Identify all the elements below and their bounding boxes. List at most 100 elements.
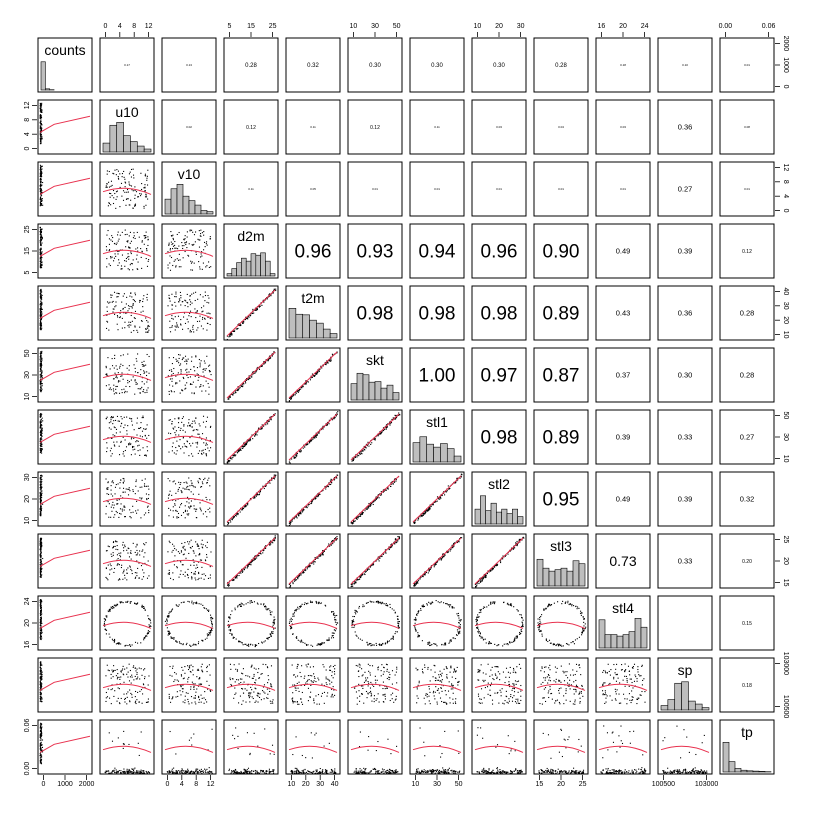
scatter-point [147,322,148,323]
panel-v10-stl3: 0.01 [534,162,588,216]
scatter-point [168,267,169,268]
histogram-bar [303,315,310,338]
scatter-point [174,503,175,504]
scatter-point [189,601,190,602]
scatter-point [113,572,114,573]
scatter-point [40,480,41,481]
scatter-point [181,551,182,552]
panel-frame [100,596,154,650]
scatter-point [147,424,148,425]
scatter-point [497,564,498,565]
scatter-point [40,427,41,428]
scatter-point [167,251,168,252]
scatter-point [148,498,149,499]
scatter-point [209,313,210,314]
scatter-point [108,182,109,183]
scatter-point [452,547,453,548]
scatter-point [41,638,42,639]
scatter-point [167,305,168,306]
fit-line [40,488,90,504]
scatter-point [142,242,143,243]
scatter-point [114,493,115,494]
fit-line [227,290,275,336]
scatter-point [191,423,192,424]
scatter-point [130,646,131,647]
scatter-point [113,385,114,386]
scatter-point [123,571,124,572]
scatter-point [274,474,275,475]
scatter-point [126,488,127,489]
scatter-point [184,542,185,543]
scatter-point [124,480,125,481]
scatter-point [173,510,174,511]
panel-d2m-v10 [162,224,216,278]
scatter-point [148,330,149,331]
scatter-point [40,292,41,293]
scatter-point [170,331,171,332]
scatter-point [200,364,201,365]
scatter-point [171,235,172,236]
scatter-point [188,515,189,516]
scatter-point [42,166,43,167]
scatter-point [175,293,176,294]
scatter-point [227,524,228,525]
scatter-point [126,303,127,304]
scatter-point [41,361,42,362]
scatter-point [110,517,111,518]
scatter-point [129,381,130,382]
scatter-point [40,513,41,514]
panel-stl4-counts [38,596,92,650]
scatter-point [40,433,41,434]
scatter-point [123,379,124,380]
panel-frame [38,224,92,278]
scatter-point [201,450,202,451]
panel-stl2-d2m [224,472,278,526]
scatter-point [170,510,171,511]
scatter-point [185,572,186,573]
scatter-point [126,261,127,262]
scatter-point [176,265,177,266]
scatter-point [178,372,179,373]
scatter-point [111,485,112,486]
scatter-point [40,603,41,604]
scatter-point [170,248,171,249]
scatter-point [319,371,320,372]
scatter-point [106,630,107,631]
scatter-point [461,537,462,538]
scatter-point [40,295,41,296]
scatter-point [327,424,328,425]
scatter-point [200,230,201,231]
scatter-point [174,564,175,565]
scatter-point [172,235,173,236]
scatter-point [210,426,211,427]
scatter-point [123,389,124,390]
scatter-point [185,505,186,506]
scatter-point [193,550,194,551]
scatter-point [233,579,234,580]
histogram-bar [137,146,144,152]
scatter-point [431,506,432,507]
scatter-point [141,487,142,488]
scatter-point [125,391,126,392]
scatter-point [119,513,120,514]
correlation-value: 0.94 [419,242,456,263]
panel-skt-stl3: 0.87 [534,348,588,402]
scatter-point [136,330,137,331]
panel-t2m-stl2: 0.98 [472,286,526,340]
scatter-point [124,645,125,646]
scatter-point [40,446,41,447]
scatter-point [118,483,119,484]
scatter-point [206,455,207,456]
scatter-point [267,360,268,361]
scatter-point [111,297,112,298]
scatter-point [132,446,133,447]
scatter-point [177,258,178,259]
correlation-value: 0.03 [496,125,502,129]
correlation-value: 0.11 [310,125,316,129]
scatter-point [388,489,389,490]
scatter-point [190,369,191,370]
scatter-point [139,327,140,328]
scatter-point [148,373,149,374]
scatter-point [148,494,149,495]
